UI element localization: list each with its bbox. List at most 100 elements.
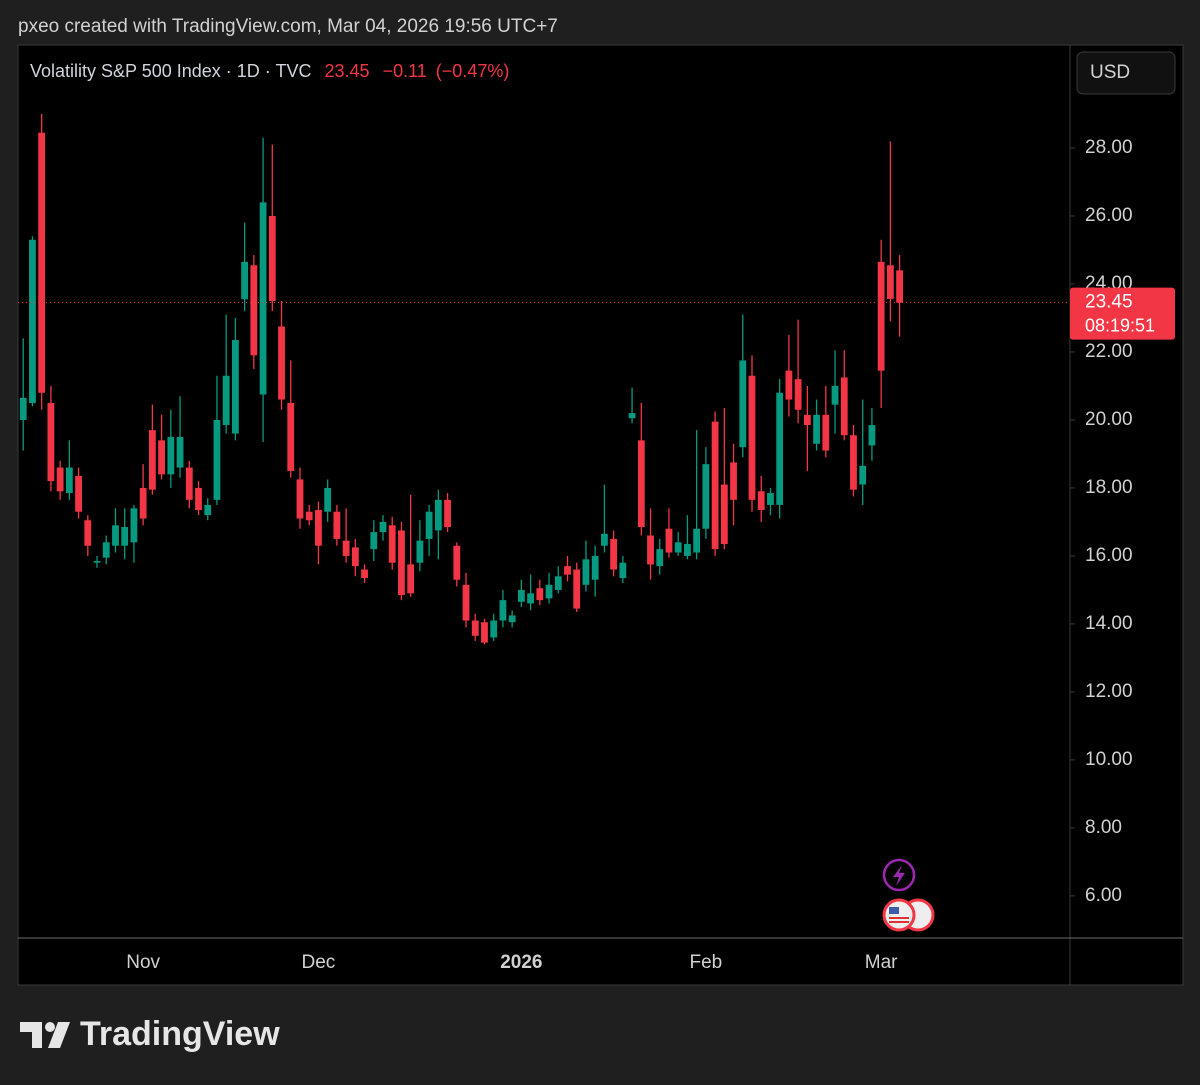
y-tick-label: 18.00	[1085, 477, 1133, 498]
candle-body	[702, 464, 710, 529]
last-price: 23.45	[325, 61, 370, 81]
candle-body	[757, 491, 765, 511]
candle-body	[711, 421, 719, 550]
y-tick-label: 26.00	[1085, 205, 1133, 226]
y-tick-label: 28.00	[1085, 137, 1133, 158]
candle-body	[158, 440, 165, 475]
candle-body	[813, 414, 820, 444]
candle-body	[776, 392, 784, 505]
candle-body	[803, 414, 811, 426]
candle-body	[665, 528, 673, 553]
candle-body	[748, 375, 756, 500]
chart-title: Volatility S&P 500 Index · 1D · TVC	[30, 61, 311, 81]
candle-body	[527, 593, 534, 604]
candle-body	[342, 540, 350, 556]
chart-panel	[17, 44, 1184, 986]
candle-body	[499, 600, 507, 621]
event-icon[interactable]	[882, 898, 916, 932]
candle-body	[324, 487, 332, 512]
candle-body	[84, 520, 92, 546]
candle-body	[56, 467, 64, 492]
flag-stripe	[889, 917, 909, 919]
price-change: −0.11	[383, 61, 427, 81]
currency-button[interactable]	[1076, 51, 1176, 95]
candle-body	[407, 564, 415, 594]
candle-body	[517, 589, 525, 602]
candle-body	[370, 532, 378, 550]
candle-body	[508, 615, 516, 623]
candle-body	[425, 511, 433, 539]
watermark: pxeo created with TradingView.com, Mar 0…	[18, 16, 558, 37]
candle-body	[130, 508, 138, 543]
candle-body	[29, 239, 36, 403]
candle-body	[121, 527, 129, 546]
candle-body	[767, 493, 774, 505]
candle-body	[462, 584, 470, 621]
chart-header: Volatility S&P 500 Index · 1D · TVC 23.4…	[30, 61, 509, 81]
candle-body	[647, 535, 654, 565]
candle-body	[582, 559, 590, 585]
candle-body	[877, 261, 885, 371]
x-tick-label: Dec	[302, 952, 336, 973]
candle-body	[250, 265, 258, 356]
candle-body	[185, 467, 193, 500]
x-tick-label: Mar	[865, 952, 898, 973]
candle-body	[65, 467, 73, 494]
candle-body	[684, 544, 691, 556]
lightning-glyph	[893, 865, 905, 886]
candle-body	[19, 397, 27, 420]
candle-body	[213, 419, 221, 500]
y-tick-label: 22.00	[1085, 341, 1133, 362]
candle-body	[38, 132, 46, 393]
y-tick-label: 14.00	[1085, 613, 1133, 634]
candle-body	[278, 326, 285, 400]
candle-body	[471, 620, 479, 636]
candle-body	[637, 440, 645, 528]
candle-body	[564, 566, 571, 575]
candle-body	[739, 360, 747, 448]
candle-body	[176, 436, 184, 468]
candle-body	[296, 479, 304, 519]
candle-body	[822, 414, 830, 451]
candle-body	[241, 261, 249, 300]
candle-body	[850, 435, 857, 490]
price-change-pct: (−0.47%)	[436, 61, 510, 81]
candle-body	[167, 436, 175, 475]
x-tick-label: Feb	[690, 952, 723, 973]
candle-body	[379, 521, 387, 533]
candle-body	[859, 465, 867, 485]
x-tick-label: 2026	[500, 952, 542, 973]
candle-body	[195, 487, 202, 511]
candle-body	[554, 576, 562, 590]
last-price-box	[1070, 287, 1175, 340]
candle-body	[47, 402, 55, 482]
candles	[19, 114, 903, 645]
candle-body	[148, 430, 156, 490]
logo-mark	[20, 1022, 42, 1048]
candle-body	[453, 545, 461, 580]
candle-body	[268, 215, 276, 301]
candle-body	[361, 569, 368, 579]
flag-stripe	[889, 921, 909, 923]
candle-body	[481, 622, 488, 643]
candle-body	[333, 511, 341, 539]
candle-body	[259, 202, 267, 395]
candle-body	[591, 555, 599, 580]
candle-body	[730, 462, 737, 500]
flag-canton	[889, 907, 899, 914]
candle-body	[619, 562, 627, 579]
candle-body	[93, 561, 101, 563]
y-tick-label: 8.00	[1085, 817, 1122, 838]
currency-label[interactable]: USD	[1090, 62, 1130, 83]
candle-body	[351, 547, 359, 567]
candle-body	[868, 425, 876, 446]
candle-body	[139, 487, 147, 519]
last-price-label: 23.45	[1085, 292, 1133, 313]
y-tick-label: 20.00	[1085, 409, 1133, 430]
candle-body	[490, 620, 498, 638]
logo-mark	[45, 1022, 55, 1032]
candle-body	[222, 375, 230, 426]
